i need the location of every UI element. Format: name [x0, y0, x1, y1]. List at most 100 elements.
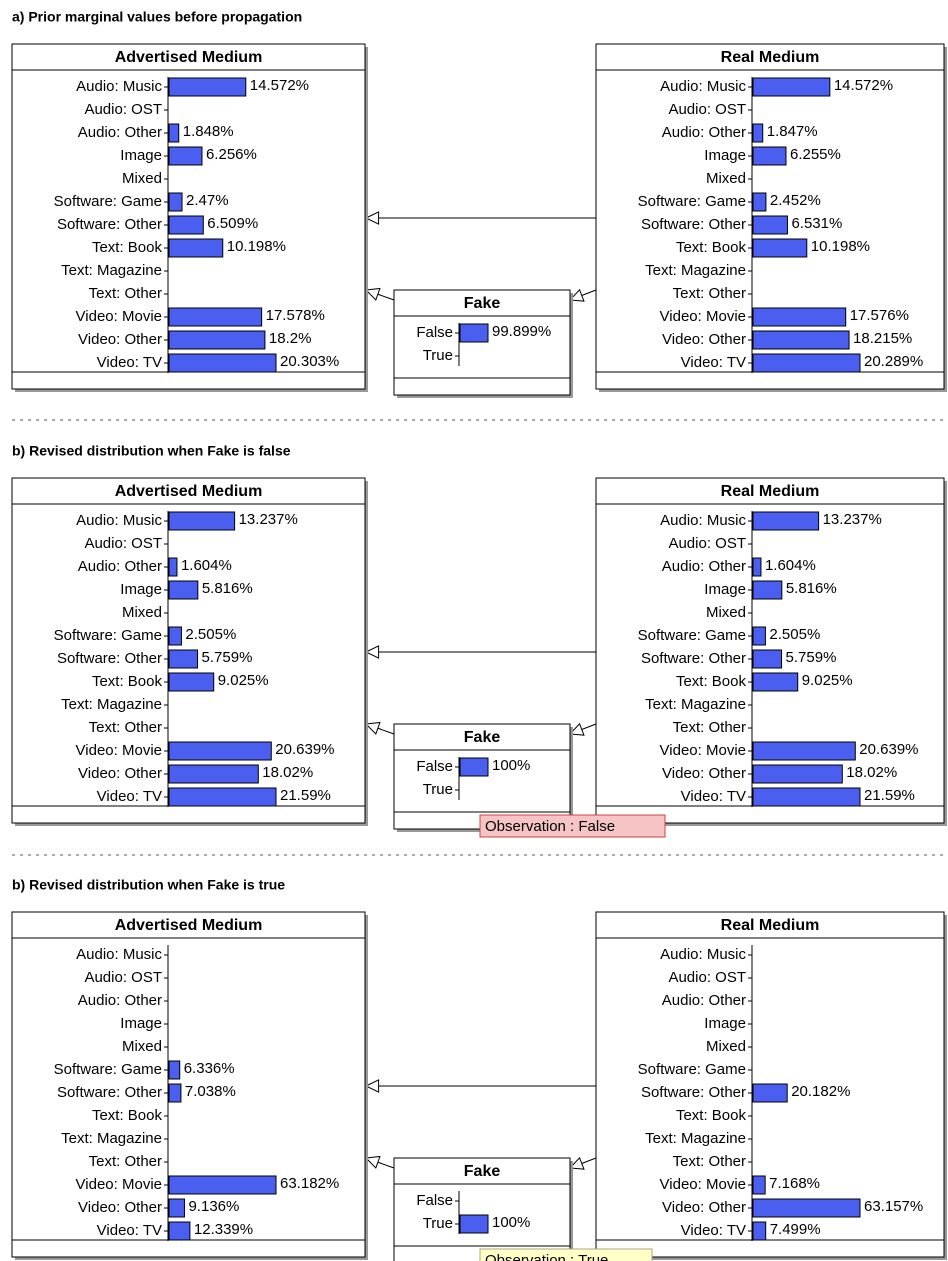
- probability-bar: [168, 557, 178, 577]
- probability-label: 1.604%: [765, 557, 816, 574]
- state-label: Software: Other: [57, 1084, 162, 1101]
- state-label: Text: Book: [676, 239, 747, 256]
- probability-label: 10.198%: [227, 238, 286, 255]
- probability-label: 7.499%: [770, 1221, 821, 1238]
- node-title: Fake: [464, 729, 501, 746]
- probability-label: 5.759%: [202, 649, 253, 666]
- node-title: Real Medium: [721, 917, 820, 934]
- probability-label: 10.198%: [811, 238, 870, 255]
- probability-label: 100%: [492, 757, 530, 774]
- state-label: Audio: Other: [662, 558, 746, 575]
- probability-bar: [752, 1198, 861, 1218]
- probability-bar: [752, 1175, 766, 1195]
- node-title: Fake: [464, 1163, 501, 1180]
- state-label: Video: Other: [662, 331, 746, 348]
- state-label: Software: Game: [638, 1061, 746, 1078]
- arrow-head: [364, 1155, 381, 1169]
- probability-label: 5.816%: [786, 580, 837, 597]
- state-label: Video: Other: [662, 1199, 746, 1216]
- probability-bar: [752, 626, 766, 646]
- probability-bar: [752, 580, 783, 600]
- node: [11, 911, 366, 1258]
- state-label: Audio: Music: [76, 946, 162, 963]
- probability-label: 20.303%: [280, 353, 339, 370]
- state-label: Mixed: [706, 1038, 746, 1055]
- probability-bar: [459, 323, 489, 343]
- probability-label: 63.182%: [280, 1175, 339, 1192]
- state-label: Video: TV: [681, 788, 746, 805]
- node-title: Real Medium: [721, 483, 820, 500]
- probability-bar: [168, 764, 259, 784]
- state-label: True: [423, 1215, 453, 1232]
- state-label: Audio: OST: [84, 969, 162, 986]
- probability-label: 6.509%: [207, 215, 258, 232]
- probability-bar: [168, 580, 199, 600]
- state-label: Video: Movie: [76, 1176, 162, 1193]
- probability-label: 99.899%: [492, 323, 551, 340]
- state-label: Mixed: [706, 604, 746, 621]
- arrow-head: [364, 1079, 380, 1093]
- probability-bar: [752, 330, 850, 350]
- probability-label: 5.759%: [786, 649, 837, 666]
- probability-label: 18.02%: [262, 764, 313, 781]
- state-label: Audio: Other: [662, 124, 746, 141]
- state-label: Audio: Other: [662, 992, 746, 1009]
- state-label: Audio: OST: [84, 101, 162, 118]
- probability-label: 17.578%: [266, 307, 325, 324]
- probability-label: 7.168%: [769, 1175, 820, 1192]
- probability-bar: [459, 757, 489, 777]
- probability-bar: [168, 1060, 181, 1080]
- state-label: Audio: OST: [668, 969, 746, 986]
- probability-label: 5.816%: [202, 580, 253, 597]
- state-label: False: [416, 1192, 453, 1209]
- probability-bar: [168, 215, 204, 235]
- node-title: Advertised Medium: [115, 49, 263, 66]
- probability-label: 2.452%: [770, 192, 821, 209]
- state-label: Mixed: [122, 170, 162, 187]
- probability-bar: [752, 557, 762, 577]
- state-label: Software: Other: [57, 216, 162, 233]
- state-label: Mixed: [706, 170, 746, 187]
- probability-bar: [752, 77, 831, 97]
- node-title: Real Medium: [721, 49, 820, 66]
- state-label: Image: [120, 581, 162, 598]
- state-label: Video: Movie: [76, 742, 162, 759]
- probability-label: 9.025%: [218, 672, 269, 689]
- probability-bar: [168, 626, 182, 646]
- probability-bar: [168, 77, 247, 97]
- probability-bar: [168, 649, 199, 669]
- probability-bar: [168, 330, 266, 350]
- state-label: Video: Movie: [660, 742, 746, 759]
- state-label: Video: TV: [97, 1222, 162, 1239]
- probability-bar: [752, 123, 764, 143]
- probability-label: 1.847%: [767, 123, 818, 140]
- probability-label: 18.2%: [269, 330, 312, 347]
- probability-label: 1.604%: [181, 557, 232, 574]
- state-label: Software: Other: [641, 1084, 746, 1101]
- state-label: Software: Other: [57, 650, 162, 667]
- arrow-head: [364, 645, 380, 659]
- state-label: True: [423, 347, 453, 364]
- panel-title: b) Revised distribution when Fake is fal…: [12, 443, 291, 459]
- state-label: Mixed: [122, 604, 162, 621]
- state-label: Text: Magazine: [645, 696, 746, 713]
- state-label: Audio: Music: [76, 78, 162, 95]
- state-label: Video: Movie: [660, 308, 746, 325]
- probability-bar: [752, 146, 787, 166]
- state-label: Video: TV: [681, 1222, 746, 1239]
- probability-label: 20.639%: [275, 741, 334, 758]
- probability-label: 18.215%: [853, 330, 912, 347]
- state-label: Video: Movie: [76, 308, 162, 325]
- probability-label: 17.576%: [850, 307, 909, 324]
- state-label: Mixed: [122, 1038, 162, 1055]
- probability-label: 2.505%: [769, 626, 820, 643]
- observation-tag: [479, 814, 666, 838]
- state-label: Software: Game: [638, 627, 746, 644]
- state-label: Text: Book: [92, 1107, 163, 1124]
- state-label: Audio: Other: [78, 992, 162, 1009]
- probability-label: 63.157%: [864, 1198, 923, 1215]
- probability-bar: [168, 238, 224, 258]
- state-label: Text: Book: [92, 673, 163, 690]
- arrow-head: [568, 288, 585, 302]
